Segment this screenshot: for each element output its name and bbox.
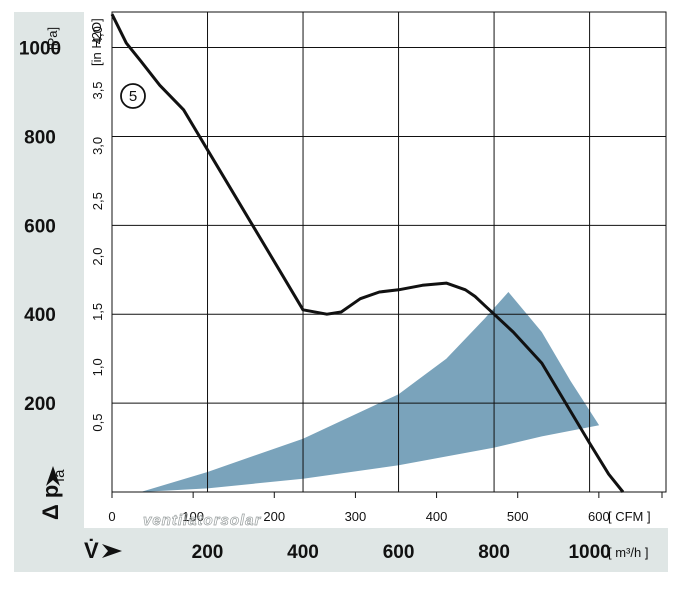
pa-tick-label: 600	[24, 216, 56, 237]
curve-label-marker: 5	[120, 83, 146, 109]
plot-grid	[111, 11, 667, 493]
inh2o-tick-label: 3,5	[90, 81, 105, 99]
inh2o-tick-label: 3,0	[90, 137, 105, 155]
operating-range-area	[140, 292, 600, 492]
cfm-tick-label: 500	[507, 509, 529, 524]
pa-tick-labels: 200 400 600 800 1000	[19, 39, 61, 416]
inh2o-tick-label: 0,5	[90, 414, 105, 432]
inh2o-tick-label: 2,5	[90, 192, 105, 210]
inh2o-tick-label: 2,0	[90, 248, 105, 266]
bottom-axis-band	[14, 528, 668, 572]
cfm-tick-label: 600	[588, 509, 610, 524]
flow-symbol: V̇	[84, 538, 99, 563]
m3h-tick-label: 200	[192, 542, 224, 563]
cfm-tick-label: 300	[345, 509, 367, 524]
m3h-tick-label: 1000	[568, 542, 610, 563]
curve-label: 5	[129, 88, 137, 105]
inh2o-tick-label: 4,0	[90, 26, 105, 44]
inh2o-tick-labels: 0,5 1,0 1,5 2,0 2,5 3,0 3,5 4,0	[90, 26, 105, 431]
inh2o-tick-label: 1,5	[90, 303, 105, 321]
cfm-tick-label: 0	[108, 509, 115, 524]
inh2o-unit-label: [in H2O]	[89, 18, 104, 66]
cfm-tick-labels: 0 100 200 300 400 500 600	[108, 492, 663, 524]
inh2o-tick-label: 1,0	[90, 358, 105, 376]
m3h-tick-label: 600	[383, 542, 415, 563]
cfm-tick-label: 400	[426, 509, 448, 524]
m3h-unit-label: [ m³/h ]	[608, 545, 648, 560]
pressure-symbol: Δ p	[38, 485, 63, 520]
cfm-unit-label: [ CFM ]	[608, 509, 651, 524]
pa-tick-label: 400	[24, 305, 56, 326]
cfm-tick-label: 200	[263, 509, 285, 524]
m3h-tick-label: 800	[478, 542, 510, 563]
performance-curve	[110, 13, 625, 493]
watermark: ventilatorsolar	[143, 512, 262, 529]
flow-arrow	[102, 544, 122, 558]
m3h-tick-label: 400	[287, 542, 319, 563]
pa-tick-label: 800	[24, 127, 56, 148]
pa-tick-label: 200	[24, 394, 56, 415]
left-axis-panel	[14, 12, 84, 528]
plot-frame	[111, 11, 667, 493]
pa-unit-label: [Pa]	[45, 27, 60, 50]
pressure-arrow	[46, 466, 60, 486]
m3h-tick-labels: 200 400 600 800 1000	[192, 542, 611, 563]
cfm-tick-label: 100	[182, 509, 204, 524]
pa-tick-label: 1000	[19, 39, 61, 60]
